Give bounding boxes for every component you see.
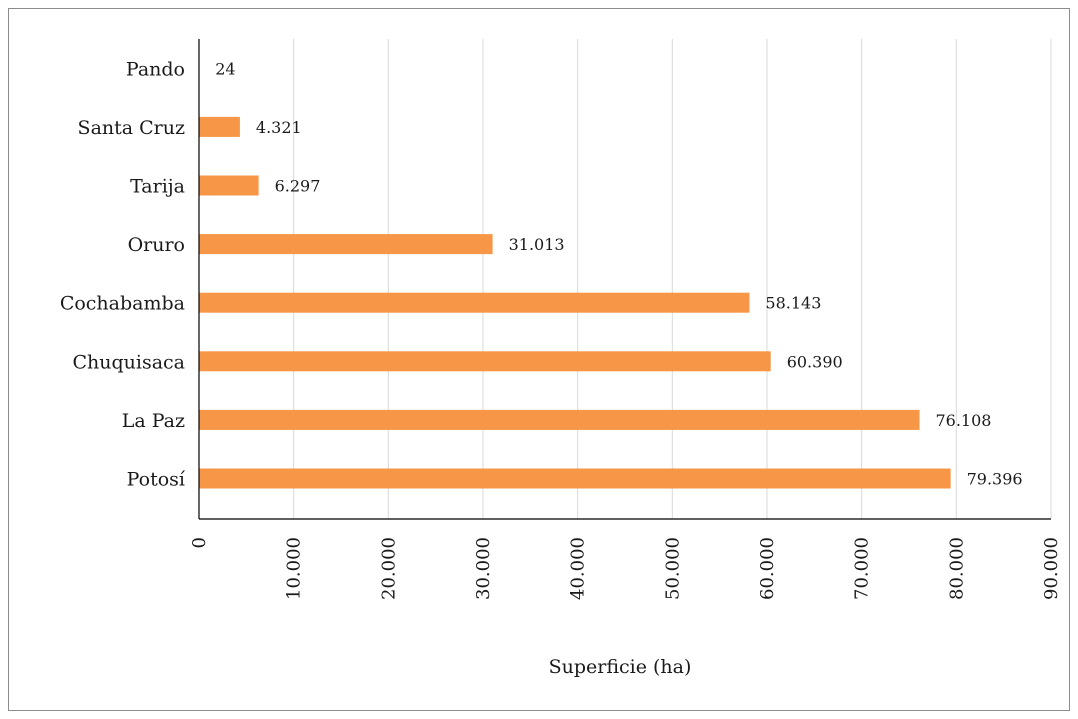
gridlines bbox=[293, 39, 1052, 519]
bar bbox=[199, 234, 493, 255]
category-label: La Paz bbox=[122, 410, 185, 432]
x-tick-label: 70.000 bbox=[852, 537, 873, 600]
category-label: Santa Cruz bbox=[78, 117, 185, 139]
bar-chart: Pando 24 Santa Cruz 4.321 Tarija 6.297 Oruro 31… bbox=[60, 39, 1062, 678]
x-tick-label: 30.000 bbox=[473, 537, 494, 600]
category-label: Pando bbox=[126, 58, 185, 80]
x-tick-label: 40.000 bbox=[568, 537, 589, 600]
x-tick-label: 50.000 bbox=[662, 537, 683, 600]
bar bbox=[199, 292, 750, 313]
x-tick-label: 90.000 bbox=[1041, 537, 1062, 600]
x-tick-label: 20.000 bbox=[378, 537, 399, 600]
axes bbox=[198, 39, 1051, 520]
data-label: 31.013 bbox=[509, 235, 565, 254]
bar bbox=[199, 116, 240, 137]
x-tick-label: 0 bbox=[189, 537, 210, 548]
category-label: Tarija bbox=[130, 176, 185, 198]
bar bbox=[199, 468, 951, 489]
x-tick-label: 10.000 bbox=[284, 537, 305, 600]
data-label: 24 bbox=[215, 59, 235, 78]
data-label: 58.143 bbox=[765, 294, 821, 313]
category-label: Cochabamba bbox=[60, 293, 185, 315]
bar bbox=[199, 175, 259, 196]
data-label: 6.297 bbox=[275, 177, 321, 196]
data-label: 4.321 bbox=[256, 118, 302, 137]
data-label: 60.390 bbox=[787, 352, 843, 371]
bar bbox=[199, 351, 771, 372]
x-axis-title: Superficie (ha) bbox=[549, 656, 692, 678]
data-label: 76.108 bbox=[935, 411, 991, 430]
bars bbox=[199, 58, 951, 489]
labels: Pando 24 Santa Cruz 4.321 Tarija 6.297 Oruro 31… bbox=[60, 58, 1062, 600]
category-label: Chuquisaca bbox=[72, 351, 185, 373]
bar bbox=[199, 409, 920, 430]
chart-frame: Pando 24 Santa Cruz 4.321 Tarija 6.297 Oruro 31… bbox=[8, 8, 1070, 711]
data-label: 79.396 bbox=[967, 470, 1023, 489]
x-tick-label: 80.000 bbox=[946, 537, 967, 600]
category-label: Potosí bbox=[127, 469, 186, 491]
x-tick-label: 60.000 bbox=[757, 537, 778, 600]
category-label: Oruro bbox=[128, 234, 185, 256]
